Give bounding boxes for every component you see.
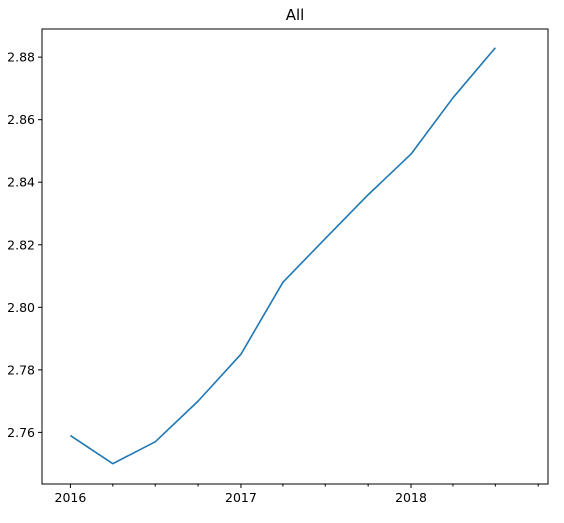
data-point: [324, 237, 326, 239]
data-point: [69, 434, 71, 436]
axes-frame: [41, 28, 549, 485]
y-tick-label: 2.82: [7, 237, 35, 252]
data-point: [452, 97, 454, 99]
y-tick-label: 2.84: [7, 175, 35, 190]
x-tick-label: 2017: [225, 490, 257, 505]
y-tick-label: 2.76: [7, 425, 35, 440]
y-tick-label: 2.88: [7, 50, 35, 65]
y-tick-label: 2.86: [7, 112, 35, 127]
x-axis: 2016 2017 2018: [55, 484, 539, 505]
data-point: [197, 400, 199, 402]
y-tick-label: 2.80: [7, 300, 35, 315]
data-point: [112, 462, 114, 464]
data-point: [367, 194, 369, 196]
y-tick-label: 2.78: [7, 362, 35, 377]
data-point: [154, 441, 156, 443]
data-point: [282, 281, 284, 283]
x-tick-label: 2018: [395, 490, 427, 505]
data-point: [240, 353, 242, 355]
y-axis: 2.76 2.78 2.80 2.82 2.84 2.86 2.88: [7, 50, 42, 440]
data-point: [410, 153, 412, 155]
plot-area: [69, 47, 496, 465]
series-line: [69, 47, 496, 465]
data-point: [494, 47, 496, 49]
x-tick-label: 2016: [55, 490, 87, 505]
chart-title: All: [286, 6, 305, 24]
